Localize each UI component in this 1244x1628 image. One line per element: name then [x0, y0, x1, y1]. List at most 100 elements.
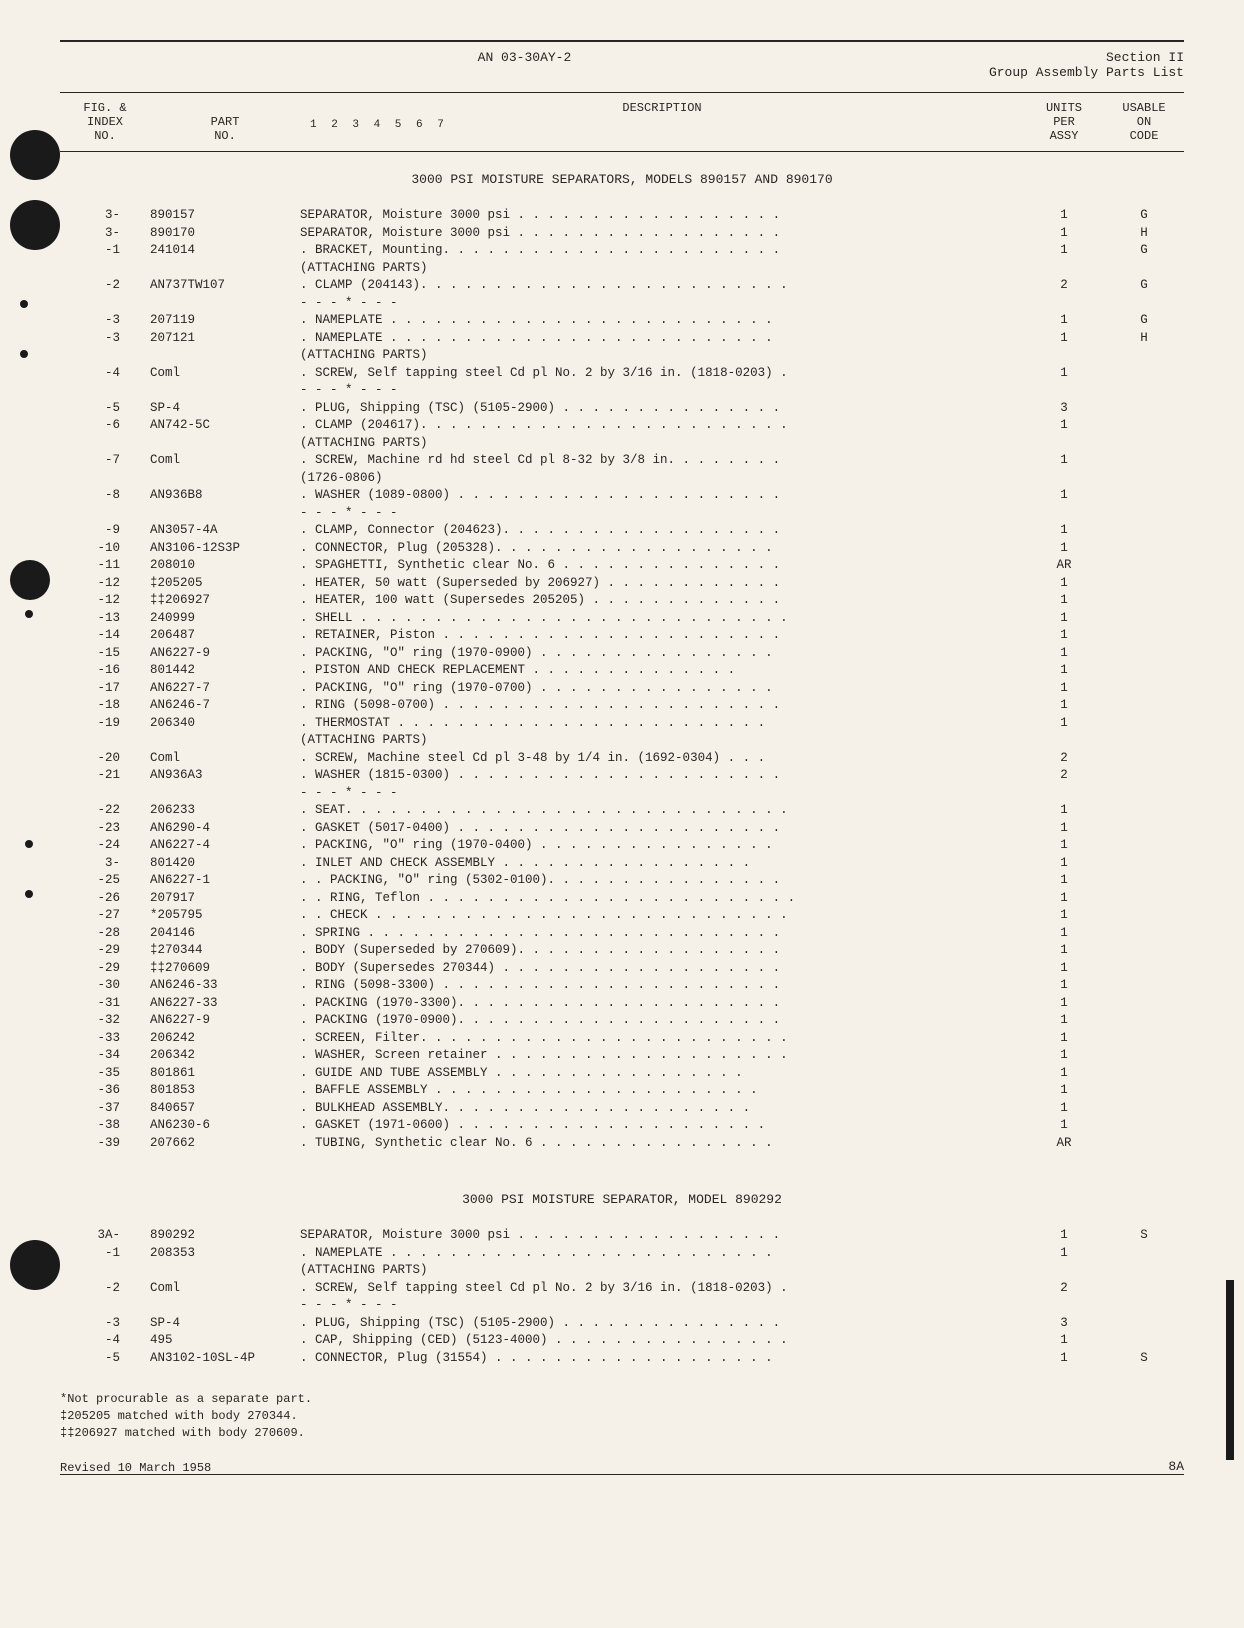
cell-description: . PACKING, "O" ring (1970-0700) . . . . … — [300, 680, 1024, 698]
cell-usable — [1104, 610, 1184, 628]
footnote-line: ‡205205 matched with body 270344. — [60, 1408, 1184, 1425]
cell-part: *205795 — [150, 907, 300, 925]
cell-index: -3 — [60, 312, 150, 330]
cell-description: - - - * - - - — [300, 1297, 1024, 1315]
cell-units — [1024, 732, 1104, 750]
cell-units: 1 — [1024, 592, 1104, 610]
table-row: -13240999. SHELL . . . . . . . . . . . .… — [60, 610, 1184, 628]
cell-usable — [1104, 1117, 1184, 1135]
cell-usable — [1104, 837, 1184, 855]
cell-part: 206487 — [150, 627, 300, 645]
cell-part: AN936B8 — [150, 487, 300, 505]
cell-index: -5 — [60, 1350, 150, 1368]
cell-part: AN6227-7 — [150, 680, 300, 698]
cell-part: 208353 — [150, 1245, 300, 1263]
cell-usable — [1104, 960, 1184, 978]
cell-description: . SEAT. . . . . . . . . . . . . . . . . … — [300, 802, 1024, 820]
cell-units — [1024, 505, 1104, 523]
cell-part: 207917 — [150, 890, 300, 908]
table-row: - - - * - - - — [60, 295, 1184, 313]
cell-usable — [1104, 1030, 1184, 1048]
cell-description: . GASKET (1971-0600) . . . . . . . . . .… — [300, 1117, 1024, 1135]
cell-description: . RING (5098-3300) . . . . . . . . . . .… — [300, 977, 1024, 995]
binder-mark — [20, 300, 28, 308]
cell-part: 890157 — [150, 207, 300, 225]
table-row: -12‡205205. HEATER, 50 watt (Superseded … — [60, 575, 1184, 593]
cell-part: AN3106-12S3P — [150, 540, 300, 558]
section-2-rows: 3A-890292SEPARATOR, Moisture 3000 psi . … — [60, 1227, 1184, 1367]
table-row: - - - * - - - — [60, 382, 1184, 400]
table-row: -32AN6227-9. PACKING (1970-0900). . . . … — [60, 1012, 1184, 1030]
cell-part: ‡205205 — [150, 575, 300, 593]
cell-part — [150, 505, 300, 523]
cell-description: . HEATER, 100 watt (Supersedes 205205) .… — [300, 592, 1024, 610]
cell-part: AN6246-33 — [150, 977, 300, 995]
cell-units — [1024, 1262, 1104, 1280]
cell-index: -3 — [60, 1315, 150, 1333]
cell-index: -29 — [60, 942, 150, 960]
cell-description: (ATTACHING PARTS) — [300, 347, 1024, 365]
cell-index: -27 — [60, 907, 150, 925]
cell-usable: H — [1104, 225, 1184, 243]
cell-units: 1 — [1024, 802, 1104, 820]
table-row: - - - * - - - — [60, 785, 1184, 803]
table-row: -3SP-4. PLUG, Shipping (TSC) (5105-2900)… — [60, 1315, 1184, 1333]
parts-table: FIG. &INDEXNO. PARTNO. DESCRIPTION 1 2 3… — [60, 92, 1184, 1475]
cell-description: (1726-0806) — [300, 470, 1024, 488]
cell-usable — [1104, 715, 1184, 733]
cell-index — [60, 347, 150, 365]
cell-part: 206342 — [150, 1047, 300, 1065]
cell-index: -29 — [60, 960, 150, 978]
cell-usable — [1104, 627, 1184, 645]
cell-description: (ATTACHING PARTS) — [300, 732, 1024, 750]
cell-usable — [1104, 872, 1184, 890]
cell-description: . RETAINER, Piston . . . . . . . . . . .… — [300, 627, 1024, 645]
cell-units: 3 — [1024, 400, 1104, 418]
cell-usable — [1104, 890, 1184, 908]
cell-units — [1024, 260, 1104, 278]
cell-description: (ATTACHING PARTS) — [300, 260, 1024, 278]
cell-part: 207119 — [150, 312, 300, 330]
binder-hole — [10, 130, 60, 180]
cell-index: 3- — [60, 225, 150, 243]
cell-index: -13 — [60, 610, 150, 628]
cell-description: . BODY (Superseded by 270609). . . . . .… — [300, 942, 1024, 960]
cell-description: . BAFFLE ASSEMBLY . . . . . . . . . . . … — [300, 1082, 1024, 1100]
cell-part: AN737TW107 — [150, 277, 300, 295]
cell-index: -7 — [60, 452, 150, 470]
page-edge-mark — [1226, 1280, 1234, 1460]
table-row: (ATTACHING PARTS) — [60, 435, 1184, 453]
cell-description: . BRACKET, Mounting. . . . . . . . . . .… — [300, 242, 1024, 260]
cell-part: AN6246-7 — [150, 697, 300, 715]
cell-usable — [1104, 907, 1184, 925]
table-row: -36801853. BAFFLE ASSEMBLY . . . . . . .… — [60, 1082, 1184, 1100]
table-row: -12‡‡206927. HEATER, 100 watt (Supersede… — [60, 592, 1184, 610]
header-rule — [60, 40, 1184, 42]
table-row: -4Coml. SCREW, Self tapping steel Cd pl … — [60, 365, 1184, 383]
cell-units: 1 — [1024, 960, 1104, 978]
binder-hole — [10, 200, 60, 250]
cell-units: 1 — [1024, 1117, 1104, 1135]
cell-part: AN6290-4 — [150, 820, 300, 838]
cell-index: -15 — [60, 645, 150, 663]
cell-part: 204146 — [150, 925, 300, 943]
cell-units: 1 — [1024, 1047, 1104, 1065]
cell-usable — [1104, 995, 1184, 1013]
cell-part: ‡‡206927 — [150, 592, 300, 610]
cell-description: . NAMEPLATE . . . . . . . . . . . . . . … — [300, 312, 1024, 330]
table-row: -19206340. THERMOSTAT . . . . . . . . . … — [60, 715, 1184, 733]
table-row: -28204146. SPRING . . . . . . . . . . . … — [60, 925, 1184, 943]
cell-index: -31 — [60, 995, 150, 1013]
cell-index: -1 — [60, 242, 150, 260]
cell-usable — [1104, 1262, 1184, 1280]
table-row: -14206487. RETAINER, Piston . . . . . . … — [60, 627, 1184, 645]
page-number: 8A — [60, 1459, 1184, 1474]
cell-part: AN3102-10SL-4P — [150, 1350, 300, 1368]
cell-units: AR — [1024, 1135, 1104, 1153]
cell-usable — [1104, 1297, 1184, 1315]
cell-index: -17 — [60, 680, 150, 698]
cell-index — [60, 470, 150, 488]
page-header: AN 03-30AY-2 Section II Group Assembly P… — [60, 50, 1184, 80]
cell-index: -8 — [60, 487, 150, 505]
col-header-description: DESCRIPTION 1 2 3 4 5 6 7 — [300, 101, 1024, 143]
